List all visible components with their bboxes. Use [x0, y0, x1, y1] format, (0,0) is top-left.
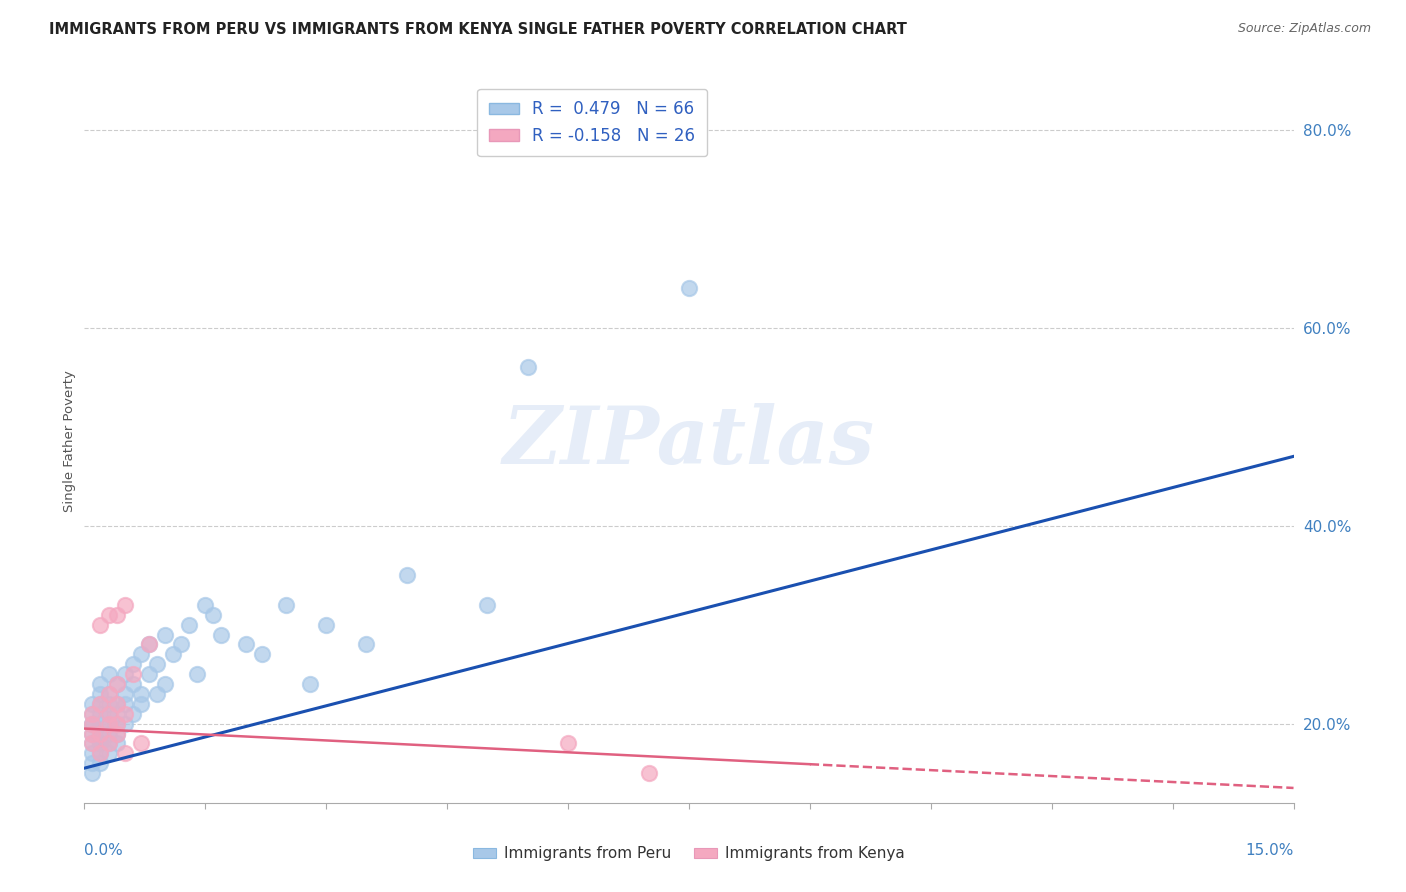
- Point: [97, 687, 120, 701]
- Point: [129, 697, 152, 711]
- Point: [97, 706, 120, 721]
- Point: [105, 726, 128, 740]
- Point: [82, 726, 104, 740]
- Point: [89, 617, 111, 632]
- Point: [637, 766, 659, 780]
- Point: [138, 667, 160, 681]
- Point: [138, 637, 160, 651]
- Point: [114, 716, 136, 731]
- Point: [89, 736, 111, 750]
- Point: [89, 716, 111, 731]
- Point: [82, 736, 104, 750]
- Point: [250, 648, 273, 662]
- Point: [89, 687, 111, 701]
- Point: [82, 766, 104, 780]
- Point: [105, 716, 128, 731]
- Point: [82, 716, 104, 731]
- Text: 15.0%: 15.0%: [1246, 843, 1294, 857]
- Point: [678, 281, 700, 295]
- Point: [202, 607, 225, 622]
- Text: 0.0%: 0.0%: [84, 843, 124, 857]
- Point: [395, 568, 418, 582]
- Point: [114, 706, 136, 721]
- Point: [557, 736, 579, 750]
- Point: [121, 667, 143, 681]
- Point: [82, 756, 104, 771]
- Point: [153, 677, 176, 691]
- Point: [97, 706, 120, 721]
- Point: [121, 706, 143, 721]
- Point: [138, 637, 160, 651]
- Point: [162, 648, 184, 662]
- Point: [114, 667, 136, 681]
- Point: [105, 697, 128, 711]
- Text: ZIPatlas: ZIPatlas: [503, 403, 875, 480]
- Point: [97, 726, 120, 740]
- Point: [114, 697, 136, 711]
- Point: [129, 687, 152, 701]
- Point: [89, 736, 111, 750]
- Point: [153, 627, 176, 641]
- Point: [89, 747, 111, 761]
- Point: [89, 697, 111, 711]
- Point: [97, 747, 120, 761]
- Point: [97, 607, 120, 622]
- Point: [170, 637, 193, 651]
- Point: [356, 637, 378, 651]
- Point: [82, 706, 104, 721]
- Text: Source: ZipAtlas.com: Source: ZipAtlas.com: [1237, 22, 1371, 36]
- Point: [82, 736, 104, 750]
- Point: [89, 726, 111, 740]
- Point: [105, 726, 128, 740]
- Point: [89, 677, 111, 691]
- Point: [105, 697, 128, 711]
- Point: [82, 726, 104, 740]
- Point: [97, 716, 120, 731]
- Point: [146, 657, 169, 672]
- Point: [97, 736, 120, 750]
- Point: [516, 360, 538, 375]
- Point: [129, 648, 152, 662]
- Point: [89, 706, 111, 721]
- Point: [315, 617, 337, 632]
- Point: [97, 697, 120, 711]
- Point: [114, 747, 136, 761]
- Point: [89, 747, 111, 761]
- Point: [299, 677, 322, 691]
- Point: [114, 687, 136, 701]
- Point: [121, 677, 143, 691]
- Point: [89, 756, 111, 771]
- Point: [105, 736, 128, 750]
- Point: [105, 706, 128, 721]
- Point: [82, 716, 104, 731]
- Point: [194, 598, 217, 612]
- Point: [105, 716, 128, 731]
- Point: [97, 716, 120, 731]
- Point: [274, 598, 297, 612]
- Point: [82, 716, 104, 731]
- Point: [105, 677, 128, 691]
- Legend: Immigrants from Peru, Immigrants from Kenya: Immigrants from Peru, Immigrants from Ke…: [467, 840, 911, 867]
- Point: [477, 598, 499, 612]
- Point: [89, 726, 111, 740]
- Point: [82, 706, 104, 721]
- Point: [129, 736, 152, 750]
- Point: [114, 598, 136, 612]
- Point: [97, 687, 120, 701]
- Point: [121, 657, 143, 672]
- Y-axis label: Single Father Poverty: Single Father Poverty: [63, 370, 76, 513]
- Text: IMMIGRANTS FROM PERU VS IMMIGRANTS FROM KENYA SINGLE FATHER POVERTY CORRELATION : IMMIGRANTS FROM PERU VS IMMIGRANTS FROM …: [49, 22, 907, 37]
- Point: [105, 677, 128, 691]
- Point: [89, 697, 111, 711]
- Point: [186, 667, 208, 681]
- Point: [235, 637, 257, 651]
- Point: [105, 607, 128, 622]
- Point: [97, 736, 120, 750]
- Point: [146, 687, 169, 701]
- Point: [82, 697, 104, 711]
- Point: [209, 627, 232, 641]
- Point: [82, 747, 104, 761]
- Point: [179, 617, 201, 632]
- Point: [97, 667, 120, 681]
